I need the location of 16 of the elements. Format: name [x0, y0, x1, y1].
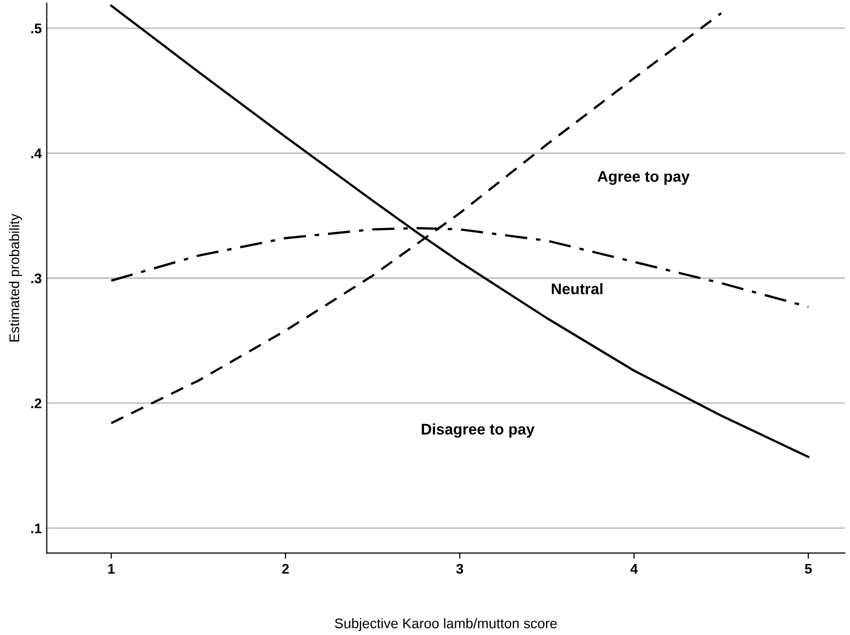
- line-series: [110, 4, 810, 458]
- x-tick-label: 3: [456, 564, 464, 574]
- annotation: Agree to pay: [598, 171, 690, 185]
- x-tick-label: 5: [804, 564, 812, 574]
- annotation: Neutral: [552, 283, 602, 294]
- annotation: Disagree to pay: [422, 423, 535, 438]
- x-tick-label: 4: [630, 564, 638, 574]
- y-tick-label: .3: [31, 273, 42, 284]
- x-tick-label: 1: [108, 564, 115, 574]
- y-tick-label: .5: [31, 24, 42, 34]
- y-tick-label: .2: [31, 398, 42, 408]
- y-tick-label: .4: [31, 148, 42, 158]
- x-tick-label: 2: [282, 564, 289, 574]
- y-tick-label: .1: [31, 524, 42, 534]
- x-axis-title: Subjective Karoo lamb/mutton score: [334, 618, 557, 632]
- y-axis-title: Estimated probability: [9, 214, 22, 342]
